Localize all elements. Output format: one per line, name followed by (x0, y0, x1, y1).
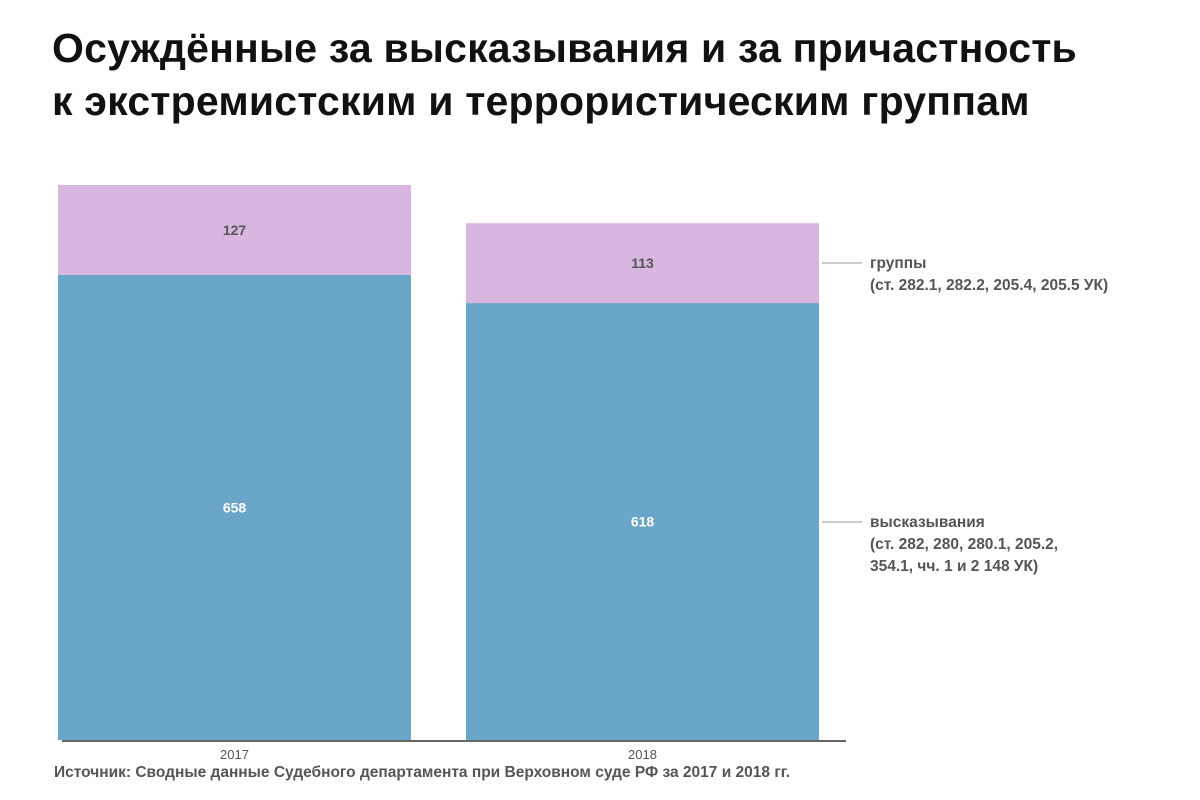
legend-label-speech-line-3: 354.1, чч. 1 и 2 148 УК) (870, 558, 1038, 575)
data-label-groups-2018: 113 (631, 255, 654, 271)
chart-title-line-2: к экстремистским и террористическим груп… (52, 78, 1030, 124)
bar-speech-2018 (466, 303, 819, 740)
source-note: Источник: Сводные данные Судебного депар… (54, 764, 791, 781)
legend-label-speech-line-2: (ст. 282, 280, 280.1, 205.2, (870, 536, 1058, 553)
bar-groups-2018 (466, 223, 819, 304)
legend-label-speech-line-1: высказывания (870, 514, 985, 531)
data-label-speech-2017: 658 (223, 499, 247, 515)
legend-label-groups-line-1: группы (870, 255, 926, 272)
x-tick-label-2018: 2018 (628, 747, 657, 762)
x-tick-label-2017: 2017 (220, 747, 249, 762)
data-label-speech-2018: 618 (631, 514, 655, 530)
bar-groups-2017 (58, 185, 411, 275)
legend-label-groups-line-2: (ст. 282.1, 282.2, 205.4, 205.5 УК) (870, 277, 1108, 294)
data-label-groups-2017: 127 (223, 222, 247, 238)
chart-title: Осуждённые за высказывания и за причастн… (52, 22, 1077, 128)
chart-title-line-1: Осуждённые за высказывания и за причастн… (52, 25, 1077, 71)
bar-speech-2017 (58, 274, 411, 740)
